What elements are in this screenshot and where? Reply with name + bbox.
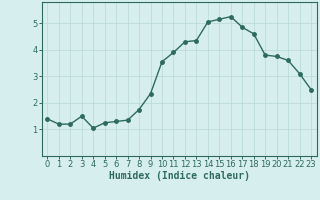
X-axis label: Humidex (Indice chaleur): Humidex (Indice chaleur) xyxy=(109,171,250,181)
